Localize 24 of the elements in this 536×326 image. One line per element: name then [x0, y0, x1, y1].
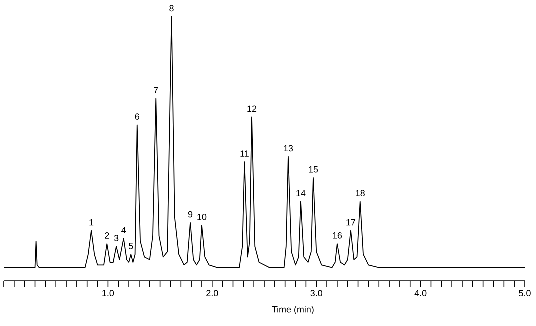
annotation: 11	[240, 150, 249, 157]
x-tick-label: 2.0	[206, 290, 218, 297]
annotation: 16	[333, 232, 342, 239]
annotation: 5	[128, 243, 134, 250]
annotation: 1	[90, 219, 94, 226]
annotation: 18	[356, 190, 365, 197]
annotation: 13	[284, 145, 294, 152]
annotation: 9	[188, 211, 193, 218]
annotation: 8	[170, 5, 174, 12]
annotation: 14	[296, 190, 306, 197]
x-axis-title: Time (min)	[272, 306, 314, 315]
annotation: 17	[346, 219, 356, 226]
annotation: 10	[198, 214, 207, 220]
x-tick-label: 4.0	[414, 290, 427, 297]
x-tick-label: 5.0	[519, 290, 531, 297]
annotation: 4	[122, 227, 126, 234]
annotation: 12	[248, 106, 257, 112]
annotation: 15	[309, 166, 318, 173]
annotation: 3	[114, 235, 119, 242]
x-tick-label: 3.0	[310, 290, 322, 297]
annotation: 7	[154, 87, 158, 94]
x-tick-label: 1.0	[102, 290, 114, 297]
annotation: 2	[105, 232, 110, 239]
annotation: 6	[135, 114, 140, 120]
